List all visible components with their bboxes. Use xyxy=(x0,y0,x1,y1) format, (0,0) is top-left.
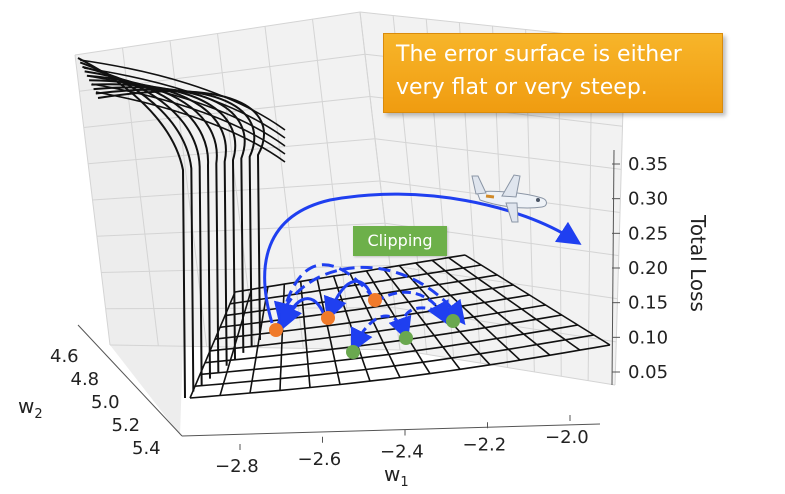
y-axis-title: w2 xyxy=(18,394,43,422)
green-point xyxy=(446,314,460,328)
error-surface-callout: The error surface is either very flat or… xyxy=(383,33,723,113)
orange-point xyxy=(368,293,382,307)
x-tick-label: −2.2 xyxy=(463,434,507,455)
y-tick-label: 4.8 xyxy=(71,369,100,390)
x-tick-label: −2.4 xyxy=(380,442,424,463)
callout-line-1: The error surface is either xyxy=(396,38,722,71)
y-tick-label: 4.6 xyxy=(50,346,79,367)
y-tick-label: 5.4 xyxy=(132,438,161,459)
green-point xyxy=(346,345,360,359)
x-axis-title: w1 xyxy=(384,462,409,490)
orange-point xyxy=(269,323,283,337)
clipping-label: Clipping xyxy=(353,226,447,256)
green-point xyxy=(399,331,413,345)
z-tick-label: 0.35 xyxy=(628,154,668,175)
z-tick-label: 0.25 xyxy=(628,223,668,244)
x-tick-label: −2.8 xyxy=(215,456,259,477)
orange-point xyxy=(321,311,335,325)
z-tick-label: 0.20 xyxy=(628,258,668,279)
z-tick-label: 0.30 xyxy=(628,189,668,210)
x-tick-label: −2.6 xyxy=(298,449,342,470)
y-tick-label: 5.0 xyxy=(91,392,120,413)
z-tick-label: 0.10 xyxy=(628,327,668,348)
x-tick-labels: −2.8 −2.6 −2.4 −2.2 −2.0 xyxy=(215,415,589,477)
z-tick-label: 0.15 xyxy=(628,293,668,314)
x-axis-line xyxy=(182,424,600,436)
y-tick-label: 5.2 xyxy=(112,415,141,436)
z-tick-label: 0.05 xyxy=(628,362,668,383)
z-axis-title: Total Loss xyxy=(686,214,710,312)
callout-line-2: very flat or very steep. xyxy=(396,71,722,104)
x-tick-label: −2.0 xyxy=(545,427,589,448)
